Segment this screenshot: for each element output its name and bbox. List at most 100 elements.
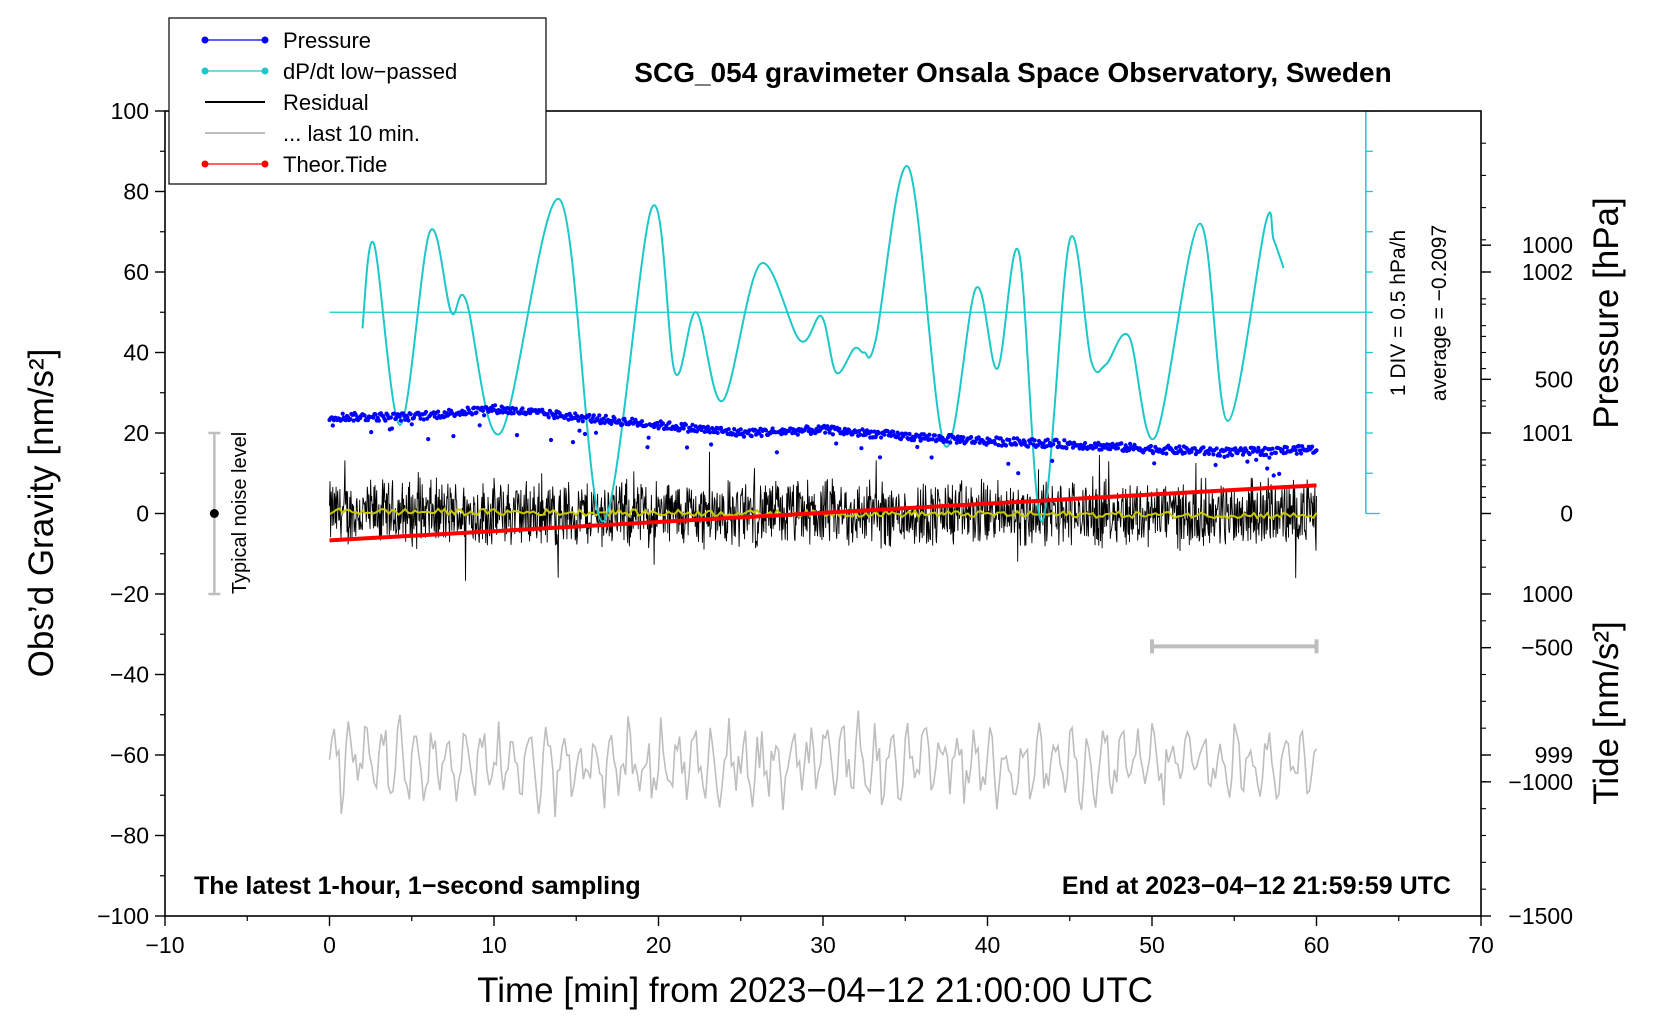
x-tick-label: 30: [810, 932, 836, 958]
pressure-tick-label: 999: [1535, 742, 1573, 768]
pressure-point: [383, 418, 388, 423]
pressure-point: [371, 415, 376, 420]
pressure-point: [423, 409, 429, 415]
pressure-point: [1299, 451, 1304, 456]
pressure-point: [603, 413, 609, 418]
pressure-point: [362, 413, 367, 418]
pressure-point: [1296, 443, 1302, 448]
legend: Pressure dP/dt low−passed Residual ... l…: [168, 17, 547, 185]
pressure-point: [1245, 459, 1250, 464]
x-tick-label: 0: [323, 932, 336, 958]
pressure-point: [770, 426, 775, 431]
pressure-point: [665, 426, 670, 431]
pressure-point: [1222, 454, 1227, 459]
pressure-point: [406, 418, 411, 423]
pressure-point: [879, 435, 884, 440]
y-tick-label: −80: [110, 823, 149, 849]
tide-tick-label: 1000: [1522, 232, 1573, 258]
pressure-point: [936, 437, 941, 442]
legend-swatch-dot: [201, 36, 209, 44]
pressure-tick-label: 1002: [1522, 259, 1573, 285]
pressure-point: [993, 441, 998, 446]
pressure-point: [472, 405, 477, 410]
pressure-point: [1280, 447, 1285, 452]
pressure-point: [683, 422, 689, 427]
tide-tick-label: −500: [1521, 635, 1573, 661]
pressure-point: [369, 430, 374, 435]
pressure-point: [1273, 450, 1278, 455]
pressure-point: [630, 416, 635, 421]
pressure-point: [681, 426, 686, 431]
y-tick-label: −20: [110, 581, 149, 607]
pressure-point: [575, 414, 580, 419]
pressure-point: [795, 432, 800, 437]
pressure-point: [738, 427, 743, 432]
pressure-point: [859, 446, 864, 451]
legend-swatch-dot: [201, 67, 209, 75]
pressure-point: [1051, 442, 1056, 447]
pressure-point: [329, 415, 334, 420]
pressure-point: [1011, 436, 1016, 441]
pressure-point: [660, 421, 666, 426]
pressure-point: [520, 406, 525, 411]
pressure-point: [1007, 437, 1012, 443]
pressure-point: [1083, 441, 1088, 446]
annotation-end-time: End at 2023−04−12 21:59:59 UTC: [1062, 872, 1451, 900]
tide-tick-label: 0: [1560, 501, 1573, 527]
pressure-point: [1284, 445, 1289, 450]
legend-swatch-dot: [261, 67, 269, 75]
tide-trace: [329, 483, 1317, 543]
pressure-point: [1013, 442, 1019, 447]
pressure-point: [518, 411, 523, 416]
pressure-point: [869, 429, 874, 434]
legend-label: Residual: [283, 90, 369, 115]
legend-label: ... last 10 min.: [283, 121, 420, 146]
pressure-point: [566, 417, 571, 422]
pressure-point: [1006, 461, 1011, 466]
pressure-point: [927, 432, 932, 437]
pressure-point: [405, 415, 410, 420]
pressure-point: [513, 406, 519, 411]
pressure-point: [969, 435, 974, 440]
pressure-point: [904, 431, 909, 436]
pressure-point: [1062, 438, 1067, 443]
pressure-point: [1148, 443, 1153, 449]
x-axis-label: Time [min] from 2023−04−12 21:00:00 UTC: [477, 971, 1153, 1010]
pressure-point: [511, 411, 516, 416]
pressure-point: [1041, 441, 1046, 446]
pressure-point: [593, 430, 599, 435]
pressure-point: [398, 418, 403, 423]
pressure-point: [1233, 446, 1238, 451]
pressure-point: [477, 423, 482, 428]
pressure-tick-label: 1001: [1522, 420, 1573, 446]
legend-item-pressure: Pressure: [201, 28, 371, 53]
pressure-point: [998, 436, 1003, 441]
pressure-point: [548, 437, 554, 443]
pressure-point: [388, 415, 393, 420]
pressure-point: [1270, 446, 1275, 451]
legend-item-tide: Theor.Tide: [201, 152, 387, 177]
residual-trace: [329, 451, 1317, 581]
y-tick-label: 0: [136, 501, 149, 527]
pressure-point: [1164, 451, 1169, 456]
pressure-point: [409, 422, 414, 427]
pressure-point: [872, 429, 877, 434]
pressure-point: [845, 431, 850, 436]
pressure-point: [686, 429, 691, 434]
pressure-point: [1214, 446, 1219, 451]
pressure-point: [426, 437, 431, 442]
pressure-point: [592, 419, 598, 424]
pressure-point: [1182, 450, 1187, 455]
pressure-point: [715, 430, 720, 435]
y-tick-label: 100: [111, 98, 149, 124]
pressure-point: [436, 409, 441, 414]
pressure-point: [774, 450, 780, 455]
y-tick-label: 20: [123, 420, 149, 446]
y-axis-label: Obs’d Gravity [nm/s²]: [22, 349, 61, 678]
pressure-point: [480, 408, 486, 413]
pressure-point: [930, 437, 935, 442]
noise-level-center: [209, 509, 219, 518]
pressure-point: [1174, 445, 1179, 451]
